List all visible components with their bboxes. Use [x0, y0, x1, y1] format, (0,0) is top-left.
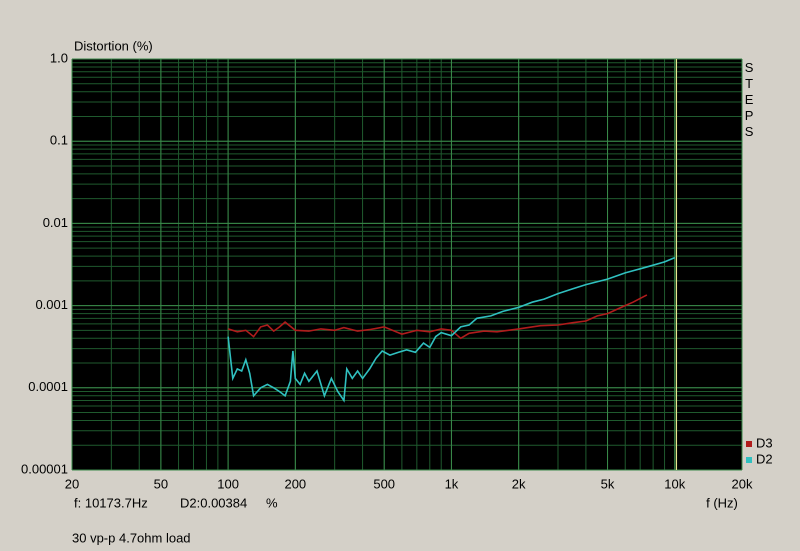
- x-tick-label: 100: [217, 476, 239, 491]
- legend-label: D2: [756, 451, 773, 466]
- y-tick-label: 0.0001: [28, 379, 68, 394]
- readout-value: D2:0.00384: [180, 495, 247, 510]
- y-tick-label: 0.01: [43, 215, 68, 230]
- legend-label: D3: [756, 435, 773, 450]
- y-tick-label: 0.1: [50, 133, 68, 148]
- side-label: STEPS: [742, 60, 757, 140]
- x-tick-label: 5k: [601, 476, 615, 491]
- readout-unit: %: [266, 495, 278, 510]
- y-tick-label: 0.00001: [21, 461, 68, 476]
- legend-swatch: [746, 457, 752, 463]
- series-line: [227, 294, 648, 340]
- x-tick-label: 2k: [512, 476, 526, 491]
- x-tick-label: 10k: [664, 476, 685, 491]
- legend-swatch: [746, 441, 752, 447]
- readout-frequency: f: 10173.7Hz: [74, 495, 148, 510]
- series-line: [227, 256, 676, 403]
- x-axis-title: f (Hz): [706, 495, 738, 510]
- y-tick-label: 1.0: [50, 50, 68, 65]
- plot-area: [72, 59, 742, 470]
- x-tick-label: 200: [284, 476, 306, 491]
- x-tick-label: 20: [65, 476, 79, 491]
- x-tick-label: 500: [373, 476, 395, 491]
- x-tick-label: 50: [154, 476, 168, 491]
- x-tick-label: 1k: [445, 476, 459, 491]
- note: 30 vp-p 4.7ohm load: [72, 530, 191, 545]
- y-tick-label: 0.001: [35, 297, 68, 312]
- x-tick-label: 20k: [732, 476, 753, 491]
- y-axis-title: Distortion (%): [74, 38, 153, 53]
